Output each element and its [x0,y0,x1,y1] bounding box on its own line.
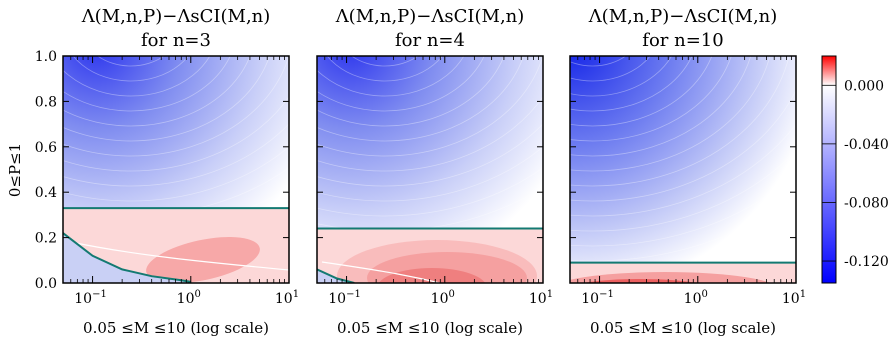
panel-title: Λ(M,n,P)−ΛsCI(M,n) [588,6,778,27]
contour-line [63,56,231,112]
y-tick-label: 0.8 [35,94,57,110]
contour-line [570,89,796,202]
x-tick-label: 100 [431,289,455,307]
colorbar-tick-label: 0.000 [844,78,884,94]
x-tick-label: 10−1 [328,289,361,307]
panel-subtitle: for n=3 [141,30,211,51]
y-tick-label: 0.4 [35,185,57,201]
panel-title: Λ(M,n,P)−ΛsCI(M,n) [81,6,271,27]
x-tick-label: 10−1 [581,289,614,307]
negative-region-low [317,269,355,283]
contour-line [570,123,796,217]
colorbar-tick-label: -0.080 [844,195,889,211]
x-axis-label: 0.05 ≤M ≤10 (log scale) [83,319,269,337]
boundary-curve [317,268,355,283]
positive-peak-contour [582,279,698,283]
colorbar [821,55,837,284]
panel-n3: 10−1 100 101 0.05 ≤M ≤10 (log scale) Λ(M,n,P… [62,6,299,337]
y-tick-label: 0.6 [35,140,57,156]
contour-line [317,123,543,187]
ridge-line [70,241,289,271]
contour-line [317,56,485,112]
panel-subtitle: for n=10 [642,30,723,51]
x-tick-label: 100 [177,289,201,307]
y-tick-label: 0.0 [35,276,57,292]
contour-line [317,167,543,217]
contour-line [570,56,790,187]
x-tick-label: 10−1 [74,289,107,307]
contour-line [570,56,732,142]
contour-line [570,56,673,97]
panel-title: Λ(M,n,P)−ΛsCI(M,n) [335,6,525,27]
contour-line [570,56,627,67]
contour-line [63,146,289,202]
contour-line [351,56,419,67]
negative-region [570,56,796,283]
contour-line [570,195,796,262]
contour-line [63,56,270,142]
panel-subtitle: for n=4 [395,30,465,51]
contour-line [326,56,443,82]
boundary-curve [63,232,191,283]
panel-n4: 10−1 100 101 0.05 ≤M ≤10 (log scale) Λ(M,n,P… [316,6,553,337]
colorbar-tick-label: -0.120 [844,254,889,270]
y-axis-label: 0≤P≤1 [6,143,24,197]
contour-line [317,96,543,172]
x-tick-label: 101 [782,289,806,307]
contour-line [97,56,165,67]
contour-line [317,56,543,157]
y-tick-label: 1.0 [35,49,57,65]
x-tick-label: 100 [684,289,708,307]
contour-line [317,56,505,127]
plot-frame [316,55,544,284]
colorbar-tick-label: -0.040 [844,137,889,153]
negative-region-low [63,233,191,283]
plot-frame [62,55,290,284]
contour-line [570,56,651,82]
positive-peak-contour [146,237,260,283]
plot-frame [569,55,797,284]
contour-line [570,173,796,247]
x-tick-label: 101 [529,289,553,307]
contour-line [570,150,796,232]
panel-n10: 10−1 100 101 0.05 ≤M ≤10 (log scale) Λ(M,n,P… [569,6,806,337]
contour-line [570,56,693,112]
contour-line [317,56,524,142]
contour-line [570,56,713,127]
contour-line [570,56,771,172]
x-axis-label: 0.05 ≤M ≤10 (log scale) [590,319,776,337]
contour-line [317,56,465,97]
x-tick-label: 101 [275,289,299,307]
contour-line [63,123,289,187]
contour-line [317,146,543,202]
ridge-line [321,261,443,283]
contour-line [72,56,189,82]
contour-line [63,56,211,97]
x-axis-label: 0.05 ≤M ≤10 (log scale) [337,319,523,337]
contour-line [63,96,289,172]
contour-line [570,56,752,157]
y-tick-label: 0.2 [35,231,57,247]
contour-line [63,56,251,127]
contour-line [63,56,289,157]
